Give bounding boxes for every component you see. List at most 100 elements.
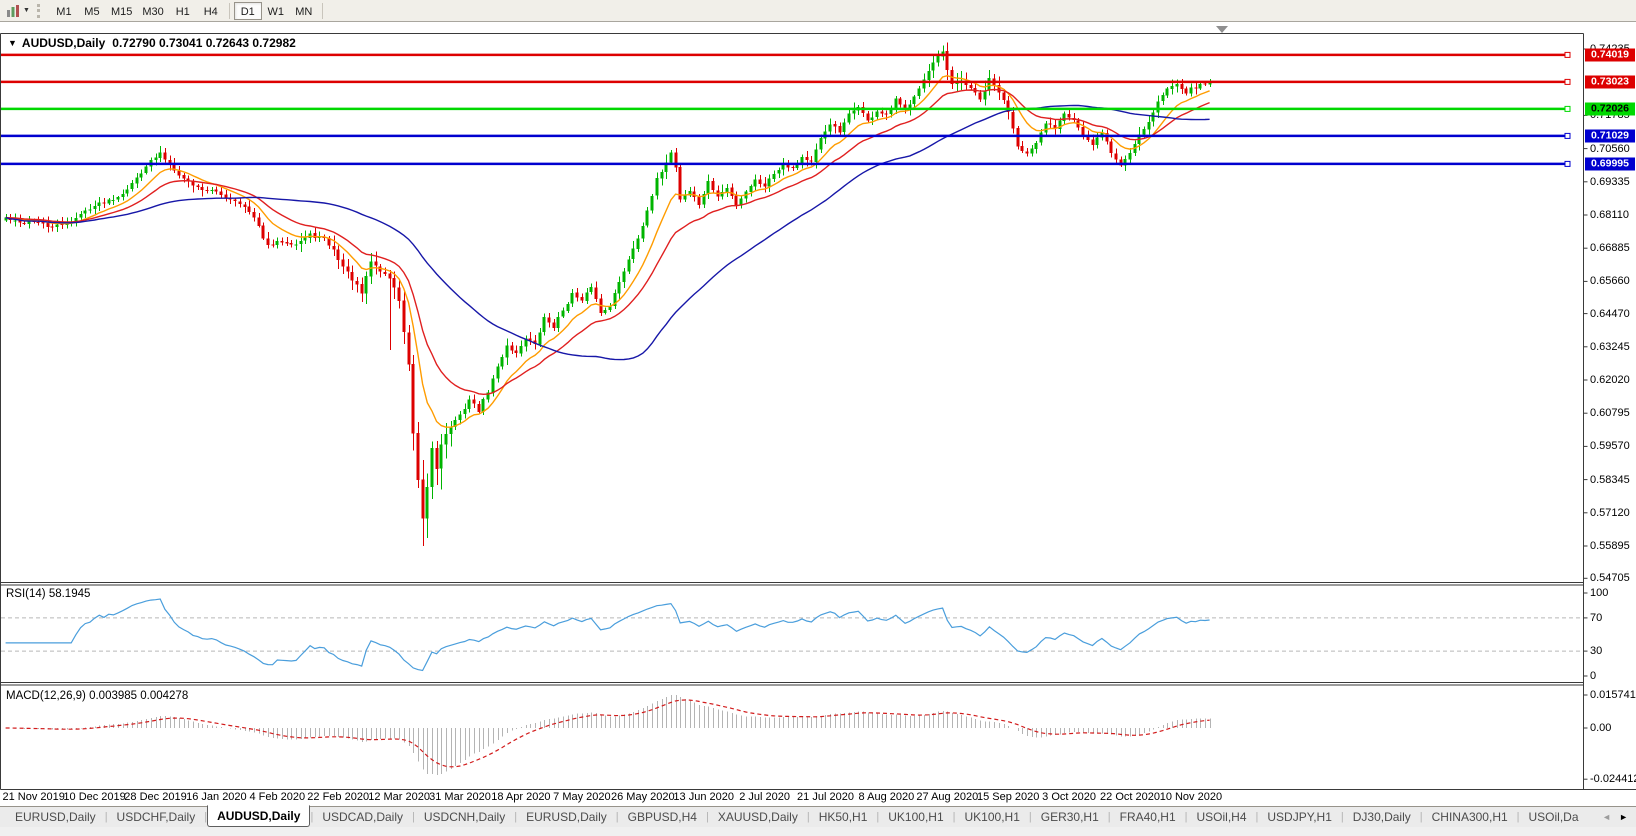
tab-separator: | bbox=[1340, 811, 1344, 823]
chart-title: ▼ AUDUSD,Daily 0.72790 0.73041 0.72643 0.7… bbox=[8, 36, 296, 50]
chart-symbol-period: AUDUSD,Daily bbox=[21, 36, 106, 50]
macd-histogram bbox=[10, 695, 1211, 776]
charts-tool-icon[interactable] bbox=[4, 3, 22, 19]
price-tick: 0.68110 bbox=[1590, 209, 1629, 221]
price-tick: 0.60795 bbox=[1590, 407, 1630, 420]
tab-hk50-h1[interactable]: HK50,H1 bbox=[818, 809, 868, 824]
tab-eurusd-daily[interactable]: EURUSD,Daily bbox=[15, 809, 96, 824]
tab-usdcnh-daily[interactable]: USDCNH,Daily bbox=[423, 809, 506, 824]
timeframe-m30[interactable]: M30 bbox=[142, 5, 164, 18]
tab-uk100-h1[interactable]: UK100,H1 bbox=[964, 809, 1020, 824]
timeframe-m15[interactable]: M15 bbox=[110, 5, 133, 18]
macd-panel[interactable] bbox=[5, 695, 1211, 776]
date-label: 22 Oct 2020 bbox=[1100, 791, 1160, 803]
tab-china300-h1[interactable]: CHINA300,H1 bbox=[1431, 809, 1508, 824]
tab-dj30-daily[interactable]: DJ30,Daily bbox=[1352, 809, 1411, 824]
macd-indicator-label: MACD(12,26,9) 0.003985 0.004278 bbox=[6, 690, 189, 702]
price-tick: 0.62020 bbox=[1590, 374, 1630, 386]
date-label: 22 Feb 2020 bbox=[307, 791, 370, 803]
toolbar-drag-grip[interactable] bbox=[36, 3, 44, 18]
hline-0.73023[interactable] bbox=[0, 78, 1571, 85]
date-label: 8 Aug 2020 bbox=[858, 791, 915, 803]
price-tick: 0.66885 bbox=[1590, 242, 1630, 255]
chart-shift-marker[interactable] bbox=[1216, 26, 1228, 33]
price-tag-0.69995: 0.69995 bbox=[1585, 157, 1635, 171]
date-label: 26 May 2020 bbox=[610, 791, 675, 803]
chart-ohlc-values: 0.72790 0.73041 0.72643 0.72982 bbox=[112, 36, 296, 50]
rsi-line bbox=[5, 598, 1210, 672]
timeframe-w1[interactable]: W1 bbox=[267, 5, 285, 18]
price-tick: 0.69335 bbox=[1590, 175, 1630, 188]
rsi-panel[interactable] bbox=[1, 598, 1582, 672]
tab-audusd-daily[interactable]: AUDUSD,Daily bbox=[207, 805, 311, 827]
tab-usdcad-daily[interactable]: USDCAD,Daily bbox=[322, 809, 403, 824]
tab-uk100-h1[interactable]: UK100,H1 bbox=[888, 809, 944, 824]
price-tick: 0.63245 bbox=[1590, 340, 1630, 353]
date-axis[interactable]: 21 Nov 2019 10 Dec 2019 28 Dec 2019 16 Jan … bbox=[0, 790, 1583, 806]
tab-ger30-h1[interactable]: GER30,H1 bbox=[1040, 809, 1099, 824]
price-tick: 0.58345 bbox=[1590, 473, 1630, 486]
tab-xauusd-daily[interactable]: XAUUSD,Daily bbox=[717, 809, 798, 824]
date-label: 21 Nov 2019 bbox=[2, 791, 65, 803]
rsi-axis-tick: 0 bbox=[1590, 670, 1597, 682]
hline-0.69995[interactable] bbox=[0, 160, 1571, 167]
hline-0.74019[interactable] bbox=[0, 51, 1571, 58]
hline-0.71029[interactable] bbox=[0, 132, 1571, 139]
tab-separator: | bbox=[1419, 811, 1423, 823]
rsi-axis-tick: 70 bbox=[1590, 611, 1603, 624]
tabs-scroll-right-icon[interactable]: ► bbox=[1619, 812, 1628, 822]
tab-separator: | bbox=[1028, 811, 1032, 823]
price-tick: 0.59570 bbox=[1590, 440, 1630, 453]
price-axis[interactable]: 0.742350.717850.705600.693350.681100.668… bbox=[1584, 23, 1636, 790]
tab-eurusd-daily[interactable]: EURUSD,Daily bbox=[526, 809, 607, 824]
timeframe-mn[interactable]: MN bbox=[295, 5, 313, 18]
date-label: 15 Sep 2020 bbox=[976, 791, 1040, 803]
timeframe-h4[interactable]: H4 bbox=[203, 5, 218, 18]
date-label: 27 Aug 2020 bbox=[916, 791, 979, 803]
toolbar-separator bbox=[228, 2, 230, 19]
tabs-scroll-left-icon[interactable]: ◄ bbox=[1602, 812, 1612, 822]
panel-borders bbox=[0, 33, 1636, 790]
candles bbox=[4, 42, 1212, 546]
tab-separator: | bbox=[615, 811, 619, 823]
timeframe-h1[interactable]: H1 bbox=[175, 5, 190, 18]
charts-tool-caret-icon[interactable]: ▼ bbox=[23, 7, 30, 14]
price-tag-0.73023: 0.73023 bbox=[1585, 75, 1635, 89]
date-label: 10 Nov 2020 bbox=[1159, 791, 1223, 803]
tab-separator: | bbox=[310, 811, 314, 823]
tab-usdjpy-h1[interactable]: USDJPY,H1 bbox=[1267, 809, 1332, 824]
tab-separator: | bbox=[104, 811, 108, 823]
date-label: 16 Jan 2020 bbox=[186, 791, 247, 803]
tab-usoil-h4[interactable]: USOil,H4 bbox=[1196, 809, 1247, 824]
tab-fra40-h1[interactable]: FRA40,H1 bbox=[1119, 809, 1176, 824]
price-tick: 0.65660 bbox=[1590, 275, 1630, 288]
date-label: 10 Dec 2019 bbox=[63, 791, 126, 803]
rsi-indicator-label: RSI(14) 58.1945 bbox=[6, 588, 91, 600]
collapse-arrow-icon[interactable]: ▼ bbox=[8, 38, 17, 48]
tab-usdchf-daily[interactable]: USDCHF,Daily bbox=[116, 809, 196, 824]
timeframe-m5[interactable]: M5 bbox=[84, 5, 100, 18]
price-tag-0.71029: 0.71029 bbox=[1585, 129, 1635, 143]
date-label: 13 Jun 2020 bbox=[673, 791, 734, 803]
macd-signal-line bbox=[5, 699, 1210, 768]
timeframe-m1[interactable]: M1 bbox=[56, 5, 72, 18]
tab-gbpusd-h4[interactable]: GBPUSD,H4 bbox=[627, 809, 697, 824]
tab-separator: | bbox=[1107, 811, 1111, 823]
date-label: 31 Mar 2020 bbox=[429, 791, 491, 803]
ma-ema10-line bbox=[5, 74, 1210, 428]
date-label: 7 May 2020 bbox=[553, 791, 611, 803]
date-label: 18 Apr 2020 bbox=[491, 791, 551, 803]
date-label: 28 Dec 2019 bbox=[124, 791, 187, 803]
tab-usoil-da[interactable]: USOil,Da bbox=[1528, 809, 1579, 824]
date-label: 2 Jul 2020 bbox=[739, 791, 790, 803]
timeframe-buttons: M1 M5 M15 M30 H1 H4 D1 W1 MN bbox=[50, 0, 327, 22]
hline-0.72026[interactable] bbox=[0, 105, 1571, 112]
date-label: 12 Mar 2020 bbox=[368, 791, 430, 803]
toolbar-separator bbox=[321, 2, 323, 19]
tab-separator: | bbox=[876, 811, 880, 823]
timeframe-d1[interactable]: D1 bbox=[233, 1, 262, 20]
price-tick: 0.57120 bbox=[1590, 506, 1630, 519]
ma-sma50-line bbox=[5, 104, 1210, 361]
main-chart-panel[interactable] bbox=[0, 42, 1571, 546]
